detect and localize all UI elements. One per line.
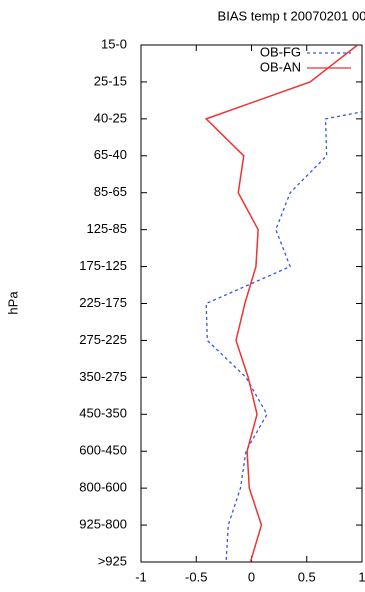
x-tick-label: -0.5 [185, 569, 207, 584]
y-tick-label: 40-25 [94, 110, 127, 125]
y-tick-label: 125-85 [87, 221, 127, 236]
series-line [204, 45, 359, 562]
y-tick-label: 15-0 [101, 36, 127, 51]
y-tick-label: 450-350 [79, 406, 127, 421]
plot-frame [140, 44, 363, 563]
legend-label: OB-FG [260, 44, 301, 59]
y-tick-label: 350-275 [79, 369, 127, 384]
y-tick-label: 85-65 [94, 184, 127, 199]
series-line [205, 111, 362, 562]
y-tick-label: 275-225 [79, 332, 127, 347]
x-tick-label: 1 [358, 569, 365, 584]
y-tick-label: 175-125 [79, 258, 127, 273]
y-tick-label: 65-40 [94, 147, 127, 162]
legend-label: OB-AN [260, 59, 301, 74]
x-tick-label: 0 [248, 569, 255, 584]
x-tick-label: 0.5 [298, 569, 316, 584]
y-tick-label: 925-800 [79, 517, 127, 532]
chart-title: BIAS temp t 20070201 00 [218, 8, 365, 23]
y-axis-label: hPa [5, 291, 20, 315]
y-tick-label: >925 [98, 553, 127, 568]
y-tick-label: 25-15 [94, 73, 127, 88]
plot-area [204, 45, 362, 562]
y-tick-label: 800-600 [79, 480, 127, 495]
y-tick-label: 225-175 [79, 295, 127, 310]
x-tick-label: -1 [135, 569, 147, 584]
y-tick-label: 600-450 [79, 443, 127, 458]
